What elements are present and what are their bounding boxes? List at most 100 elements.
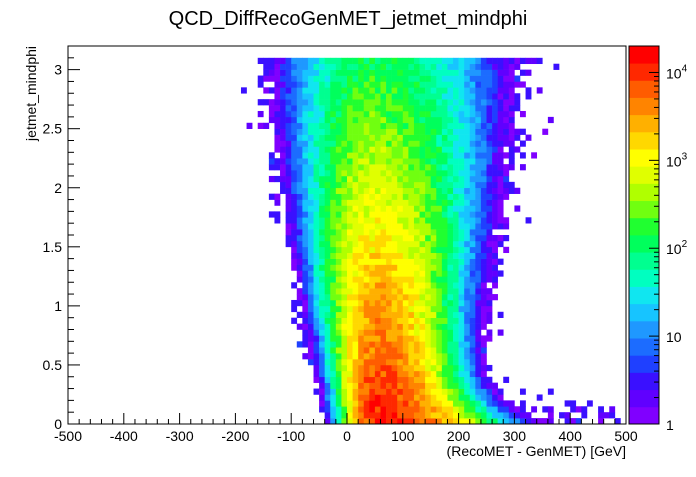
heatmap-cell [458,282,465,289]
heatmap-cell [341,341,348,348]
heatmap-cell [430,299,437,307]
heatmap-cell [380,305,387,313]
heatmap-cell [436,81,443,88]
heatmap-cell [425,347,431,354]
heatmap-cell [486,270,493,277]
heatmap-cell [386,193,392,200]
heatmap-cell [302,128,309,135]
heatmap-cell [486,110,493,118]
heatmap-cell [525,69,532,76]
heatmap-cell [335,158,342,165]
color-tick-label: 10 [666,329,682,345]
heatmap-cell [408,246,415,254]
heatmap-cell [441,152,448,159]
heatmap-cell [430,57,437,65]
heatmap-cell [475,164,482,171]
heatmap-cell [447,394,454,401]
heatmap-cell [497,240,504,248]
heatmap-cell [425,187,431,194]
heatmap-cell [453,69,459,76]
heatmap-cell [497,187,504,194]
heatmap-cell [341,211,348,218]
heatmap-cell [464,335,471,342]
heatmap-cell [497,99,504,106]
heatmap-cell [436,311,443,318]
heatmap-cell [307,199,314,206]
heatmap-cell [486,193,493,200]
heatmap-cell [453,341,459,348]
heatmap-cell [397,110,404,118]
heatmap-cell [458,164,465,171]
heatmap-cell [324,164,331,171]
heatmap-cell [319,394,325,401]
heatmap-cell [391,382,398,389]
heatmap-cell [425,264,431,271]
heatmap-cell [430,128,437,135]
heatmap-cell [341,229,348,236]
heatmap-cell [319,134,325,141]
heatmap-cell [330,258,337,265]
heatmap-cell [380,175,387,183]
heatmap-cell [486,388,493,395]
heatmap-cell [302,199,309,206]
heatmap-cell [358,370,365,378]
heatmap-cell [492,110,498,118]
heatmap-cell [296,69,303,76]
heatmap-cell [335,134,342,141]
heatmap-cell [296,187,303,194]
heatmap-cell [503,217,510,224]
heatmap-cell [358,187,365,194]
heatmap-cell [413,264,420,271]
heatmap-cell [363,382,370,389]
heatmap-cell [352,205,359,212]
heatmap-cell [313,134,320,141]
heatmap-cell [374,317,381,324]
heatmap-cell [319,252,325,259]
heatmap-cell [425,388,431,395]
heatmap-cell [430,87,437,94]
heatmap-cell [408,276,415,283]
heatmap-cell [447,258,454,265]
heatmap-cell [453,323,459,330]
heatmap-cell [319,211,325,218]
heatmap-cell [402,288,409,295]
heatmap-cell [313,282,320,289]
heatmap-cell [480,217,487,224]
heatmap-cell [397,93,404,100]
heatmap-cell [419,246,426,254]
heatmap-cell [386,323,392,330]
heatmap-cell [291,164,298,171]
heatmap-cell [408,158,415,165]
heatmap-cell [374,81,381,88]
heatmap-cell [419,164,426,171]
heatmap-cell [324,305,331,313]
heatmap-cell [447,140,454,147]
heatmap-cell [358,199,365,206]
heatmap-cell [408,57,415,65]
heatmap-cell [246,122,253,129]
heatmap-cell [397,63,404,70]
heatmap-cell [402,347,409,354]
heatmap-cell [347,258,353,265]
heatmap-cell [291,158,298,165]
heatmap-cell [363,258,370,265]
heatmap-cell [302,276,309,283]
heatmap-cell [363,418,370,425]
heatmap-cell [386,223,392,230]
heatmap-cell [352,282,359,289]
heatmap-cell [341,146,348,153]
heatmap-cell [352,294,359,301]
heatmap-cell [352,235,359,242]
heatmap-cell [391,240,398,248]
heatmap-cell [458,158,465,165]
heatmap-cell [319,152,325,159]
heatmap-cell [492,187,498,194]
heatmap-cell [291,299,298,307]
heatmap-cell [302,299,309,307]
heatmap-cell [369,276,376,283]
heatmap-cell [413,122,420,129]
heatmap-cell [313,152,320,159]
heatmap-cell [380,258,387,265]
heatmap-cell [391,223,398,230]
